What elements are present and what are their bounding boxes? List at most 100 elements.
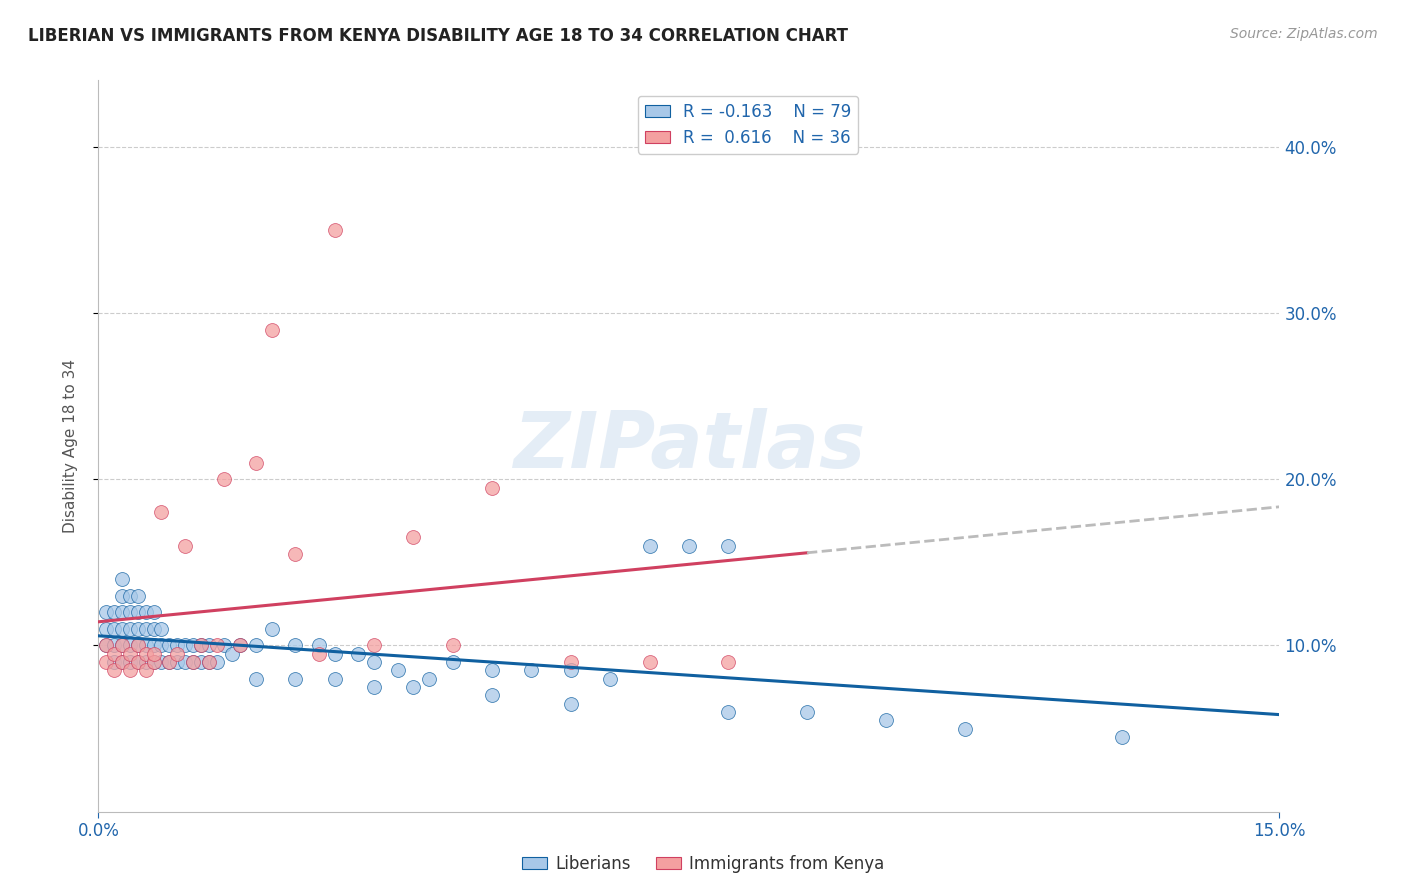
Point [103, 639, 125, 653]
Point [229, 639, 252, 653]
Point [717, 705, 740, 719]
Point [197, 639, 219, 653]
Point [150, 622, 173, 636]
Point [103, 622, 125, 636]
Point [111, 655, 134, 669]
Point [875, 714, 897, 728]
Point [157, 639, 180, 653]
Point [323, 672, 346, 686]
Point [135, 639, 157, 653]
Point [560, 655, 582, 669]
Point [96, 639, 118, 653]
Point [402, 530, 425, 544]
Point [174, 639, 197, 653]
Point [284, 547, 307, 561]
Point [103, 605, 125, 619]
Point [214, 639, 236, 653]
Text: Source: ZipAtlas.com: Source: ZipAtlas.com [1230, 27, 1378, 41]
Point [103, 647, 125, 661]
Point [135, 647, 157, 661]
Point [103, 655, 125, 669]
Point [387, 664, 409, 678]
Point [135, 605, 157, 619]
Point [221, 647, 243, 661]
Point [96, 639, 118, 653]
Point [441, 639, 464, 653]
Point [181, 639, 204, 653]
Point [127, 589, 149, 603]
Y-axis label: Disability Age 18 to 34: Disability Age 18 to 34 [63, 359, 77, 533]
Point [717, 539, 740, 553]
Point [190, 639, 212, 653]
Point [96, 605, 118, 619]
Point [481, 689, 503, 703]
Point [150, 506, 173, 520]
Point [953, 722, 976, 736]
Point [323, 223, 346, 237]
Point [111, 572, 134, 586]
Point [111, 605, 134, 619]
Point [111, 655, 134, 669]
Point [174, 655, 197, 669]
Point [599, 672, 621, 686]
Point [181, 655, 204, 669]
Legend: Liberians, Immigrants from Kenya: Liberians, Immigrants from Kenya [515, 848, 891, 880]
Text: ZIPatlas: ZIPatlas [513, 408, 865, 484]
Point [118, 639, 141, 653]
Point [150, 639, 173, 653]
Point [150, 655, 173, 669]
Point [245, 639, 267, 653]
Point [214, 472, 236, 486]
Point [135, 664, 157, 678]
Legend: R = -0.163    N = 79, R =  0.616    N = 36: R = -0.163 N = 79, R = 0.616 N = 36 [638, 96, 858, 153]
Point [441, 655, 464, 669]
Point [118, 647, 141, 661]
Point [308, 647, 330, 661]
Point [363, 639, 385, 653]
Point [166, 639, 188, 653]
Point [245, 672, 267, 686]
Point [135, 655, 157, 669]
Point [197, 655, 219, 669]
Point [638, 655, 661, 669]
Point [142, 622, 165, 636]
Point [118, 605, 141, 619]
Point [717, 655, 740, 669]
Point [142, 655, 165, 669]
Point [418, 672, 440, 686]
Point [284, 672, 307, 686]
Point [96, 622, 118, 636]
Point [118, 622, 141, 636]
Point [142, 605, 165, 619]
Point [205, 655, 228, 669]
Point [118, 589, 141, 603]
Point [190, 639, 212, 653]
Point [127, 622, 149, 636]
Point [347, 647, 370, 661]
Point [103, 664, 125, 678]
Point [481, 664, 503, 678]
Point [481, 481, 503, 495]
Point [135, 622, 157, 636]
Point [323, 647, 346, 661]
Point [96, 655, 118, 669]
Point [796, 705, 818, 719]
Point [166, 647, 188, 661]
Point [197, 655, 219, 669]
Point [111, 589, 134, 603]
Point [363, 680, 385, 694]
Point [111, 639, 134, 653]
Point [142, 655, 165, 669]
Point [142, 647, 165, 661]
Text: LIBERIAN VS IMMIGRANTS FROM KENYA DISABILITY AGE 18 TO 34 CORRELATION CHART: LIBERIAN VS IMMIGRANTS FROM KENYA DISABI… [28, 27, 848, 45]
Point [1111, 730, 1133, 744]
Point [402, 680, 425, 694]
Point [166, 655, 188, 669]
Point [127, 655, 149, 669]
Point [127, 655, 149, 669]
Point [142, 639, 165, 653]
Point [245, 456, 267, 470]
Point [363, 655, 385, 669]
Point [118, 655, 141, 669]
Point [111, 622, 134, 636]
